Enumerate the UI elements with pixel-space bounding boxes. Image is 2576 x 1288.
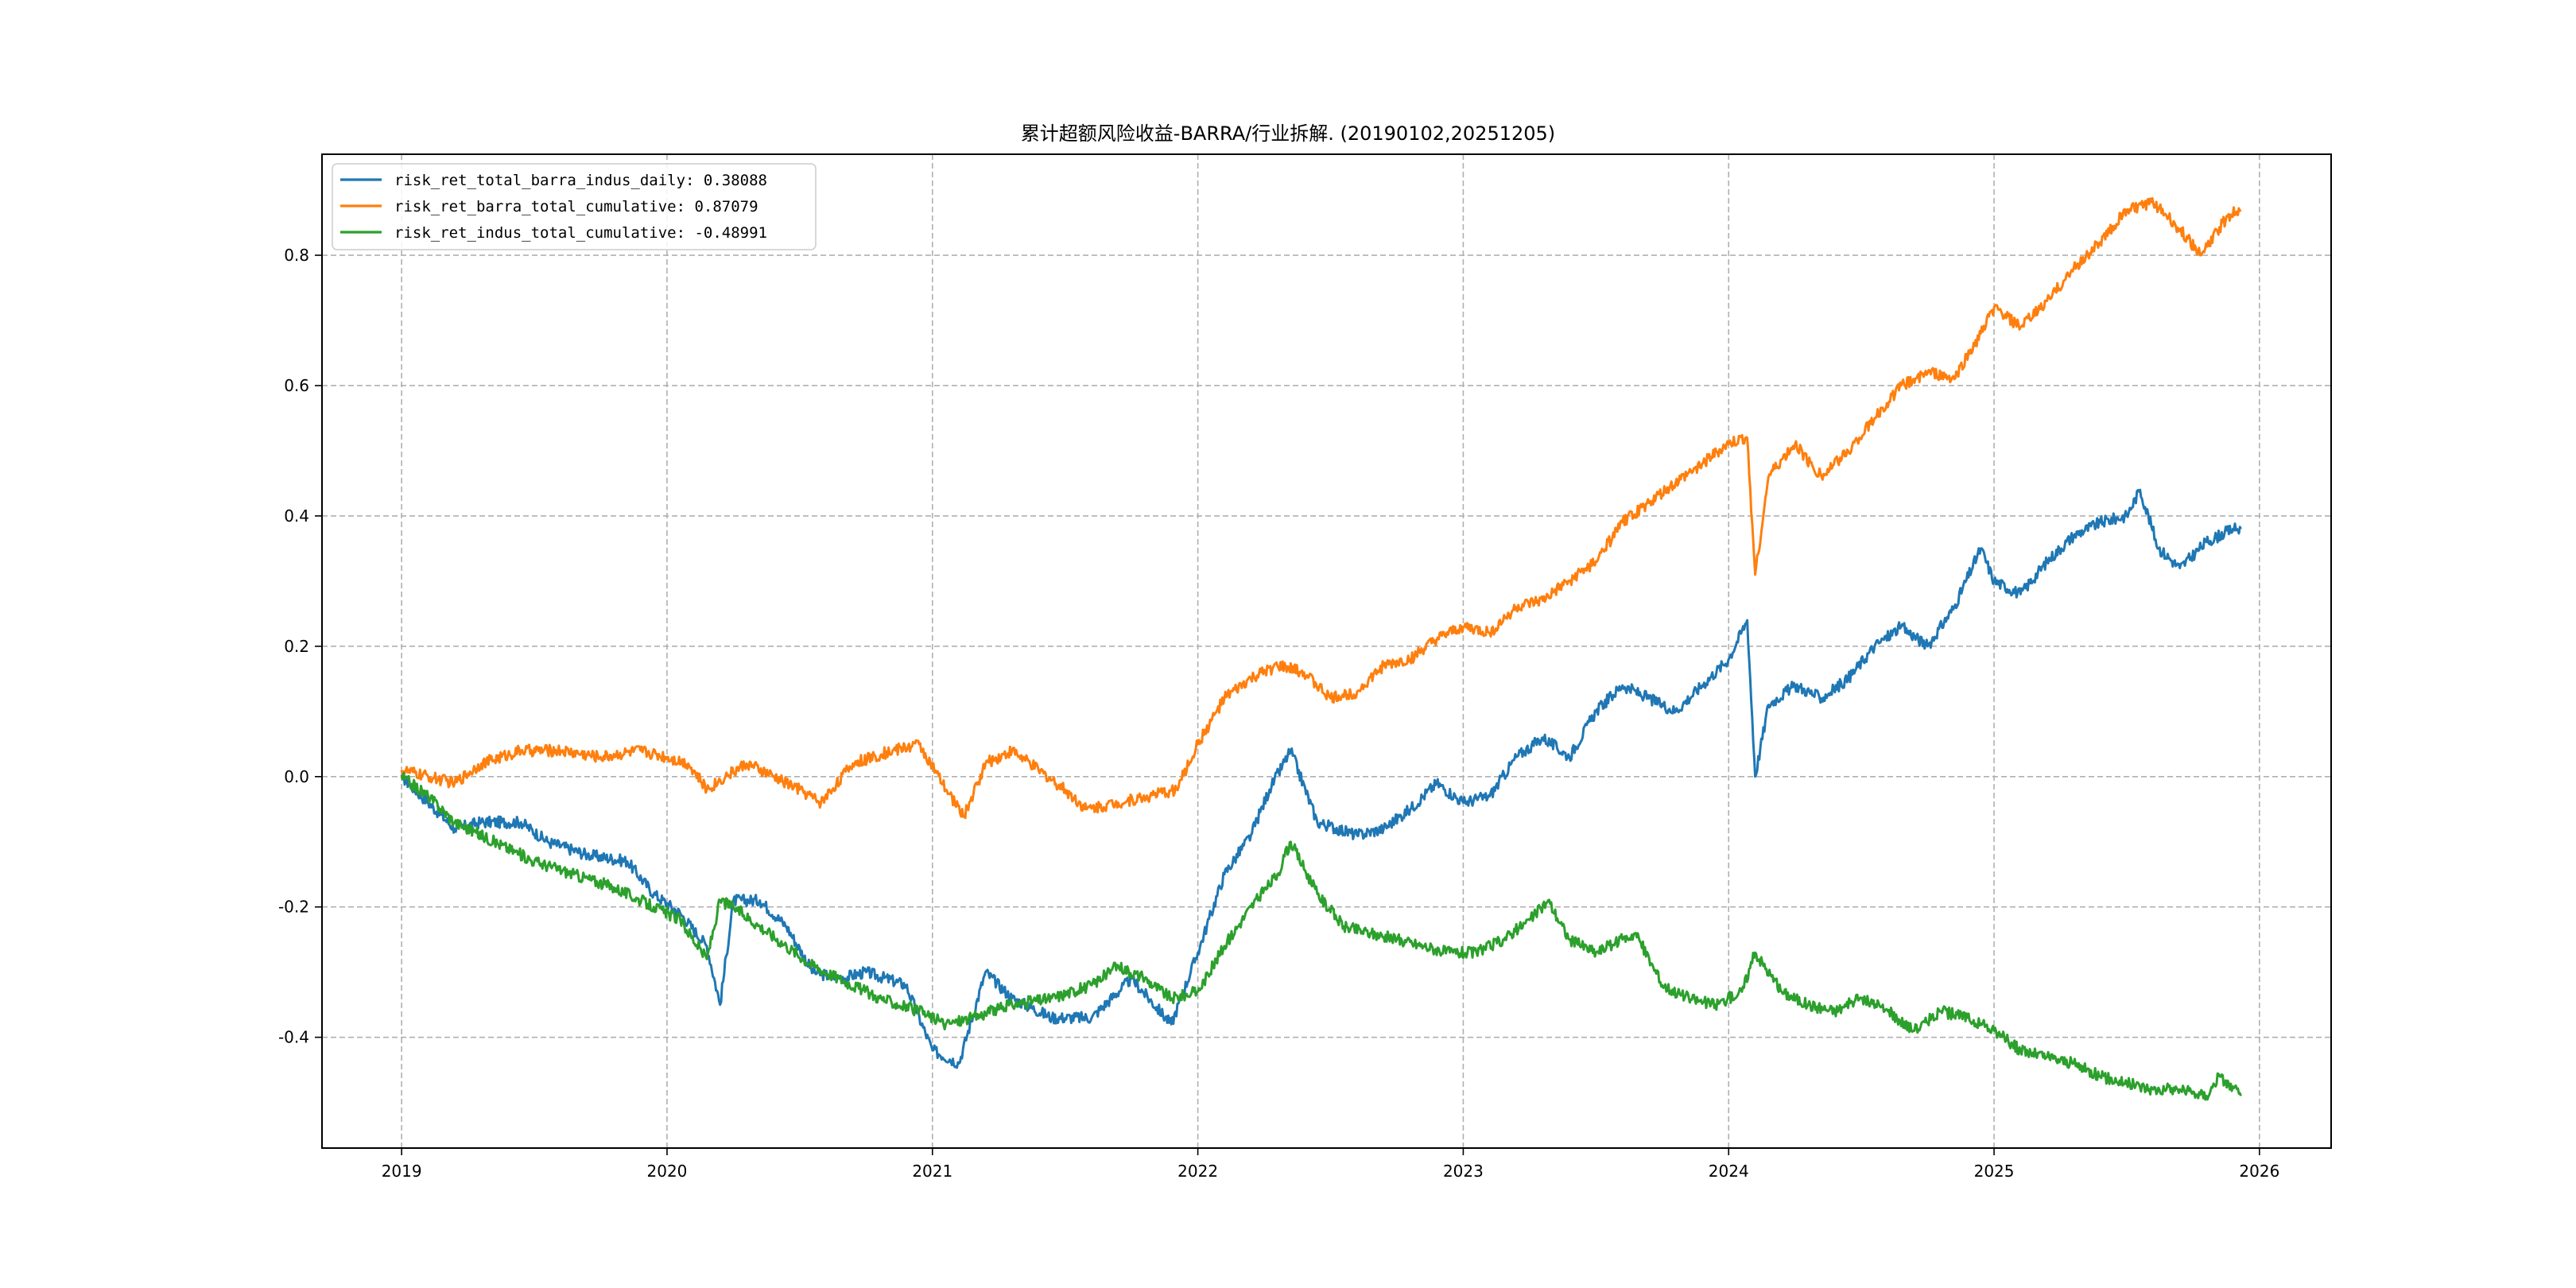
y-tick-label: -0.4	[278, 1028, 309, 1047]
legend-label: risk_ret_barra_total_cumulative: 0.87079	[394, 198, 758, 215]
x-tick-label: 2024	[1709, 1162, 1749, 1181]
x-tick-label: 2019	[382, 1162, 422, 1181]
legend-label: risk_ret_indus_total_cumulative: -0.4899…	[394, 224, 767, 242]
y-tick-label: 0.2	[284, 637, 309, 656]
x-tick-label: 2025	[1974, 1162, 2015, 1181]
y-axis-ticks: -0.4 -0.2 0.0 0.2 0.4 0.6 0.8	[278, 246, 322, 1047]
x-tick-label: 2020	[647, 1162, 688, 1181]
legend: risk_ret_total_barra_indus_daily: 0.3808…	[332, 163, 817, 250]
x-tick-label: 2021	[912, 1162, 952, 1181]
series-line-risk_ret_indus_total_cumulative	[400, 771, 2242, 1101]
y-tick-label: 0.6	[284, 376, 309, 395]
y-tick-label: 0.0	[284, 767, 309, 786]
series-lines	[400, 196, 2242, 1101]
grid-lines	[322, 154, 2331, 1148]
x-tick-label: 2022	[1177, 1162, 1218, 1181]
legend-items: risk_ret_total_barra_indus_daily: 0.3808…	[340, 172, 767, 242]
series-line-risk_ret_barra_total_cumulative	[400, 196, 2242, 820]
legend-label: risk_ret_total_barra_indus_daily: 0.3808…	[394, 172, 767, 189]
legend-box	[332, 163, 817, 250]
x-tick-label: 2023	[1443, 1162, 1484, 1181]
x-axis-ticks: 2019 2020 2021 2022 2023 2024 2025 2026	[382, 1148, 2279, 1181]
y-tick-label: 0.8	[284, 246, 309, 265]
plot-frame	[321, 153, 2332, 1149]
x-tick-label: 2026	[2239, 1162, 2279, 1181]
chart-title: 累计超额风险收益-BARRA/行业拆解. (20190102,20251205)	[1021, 122, 1555, 145]
y-tick-label: 0.4	[284, 506, 309, 526]
y-tick-label: -0.2	[278, 898, 309, 917]
series-line-risk_ret_total_barra_indus_daily	[400, 488, 2242, 1069]
